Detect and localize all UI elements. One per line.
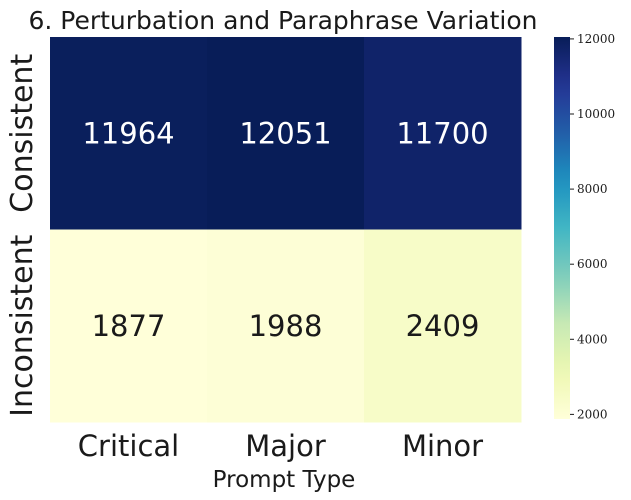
- heatmap-cell: [207, 37, 365, 230]
- colorbar: [554, 37, 570, 419]
- x-tick-label: Major: [245, 429, 326, 463]
- cell-value-label: 2409: [406, 309, 480, 343]
- x-tick-label: Critical: [78, 429, 179, 463]
- heatmap-cell: [50, 229, 208, 423]
- colorbar-tick-label: 6000: [577, 257, 608, 271]
- colorbar-tick-label: 10000: [577, 107, 615, 121]
- y-tick-labels: Consistent Inconsistent: [5, 54, 40, 417]
- cell-value-label: 12051: [239, 116, 331, 150]
- colorbar-ticks: 2000 4000 6000 8000 10000 12000: [570, 32, 615, 421]
- x-axis-label: Prompt Type: [213, 467, 356, 493]
- heatmap-cell: [50, 37, 208, 230]
- colorbar-tick-label: 4000: [577, 332, 608, 346]
- heatmap-cell: [364, 37, 522, 230]
- heatmap-cells: 11964 12051 11700 1877 1988 2409: [50, 37, 522, 423]
- heatmap-cell: [207, 229, 365, 423]
- cell-value-label: 11700: [396, 116, 488, 150]
- chart-title: 6. Perturbation and Paraphrase Variation: [28, 6, 537, 35]
- y-tick-label: Consistent: [5, 54, 40, 213]
- x-tick-labels: Critical Major Minor: [78, 429, 483, 463]
- cell-value-label: 1877: [92, 309, 166, 343]
- colorbar-tick-label: 2000: [577, 407, 608, 421]
- heatmap-cell: [364, 229, 522, 423]
- x-tick-label: Minor: [402, 429, 483, 463]
- colorbar-tick-label: 8000: [577, 182, 608, 196]
- cell-value-label: 1988: [249, 309, 323, 343]
- colorbar-tick-label: 12000: [577, 32, 615, 46]
- y-tick-label: Inconsistent: [5, 234, 40, 417]
- cell-value-label: 11964: [82, 116, 174, 150]
